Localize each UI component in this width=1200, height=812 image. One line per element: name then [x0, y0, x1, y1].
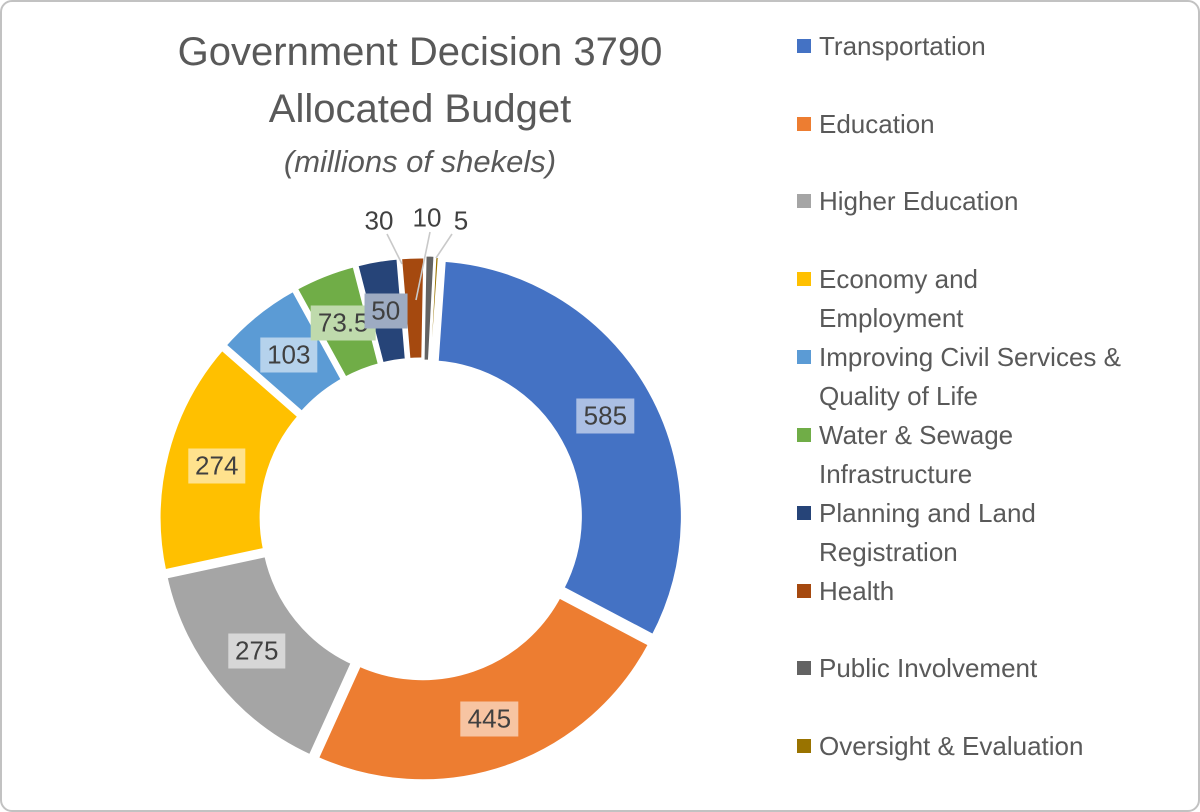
legend-swatch-higher-education-icon	[797, 194, 811, 208]
legend-swatch-improving-civil-services-quality-of-life-icon	[797, 349, 811, 364]
data-label-economy-and-employment: 274	[188, 448, 246, 484]
legend-label-higher-education: Higher Education	[819, 186, 1019, 216]
legend-item-oversight-evaluation: Oversight & Evaluation	[797, 727, 1192, 805]
data-label-oversight-evaluation: 5	[453, 205, 469, 236]
slice-transportation	[433, 256, 686, 641]
legend-item-water-sewage-infrastructure: Water & Sewage Infrastructure	[797, 416, 1192, 494]
legend-swatch-public-involvement-icon	[797, 661, 811, 675]
legend-label-improving-civil-services-quality-of-life: Improving Civil Services & Quality of Lif…	[819, 341, 1121, 411]
legend-label-transportation: Transportation	[819, 31, 986, 61]
data-label-planning-and-land-registration: 50	[364, 293, 408, 329]
data-label-improving-civil-services-quality-of-life: 103	[260, 337, 318, 373]
legend-item-education: Education	[797, 105, 1192, 183]
legend-item-improving-civil-services-quality-of-life: Improving Civil Services & Quality of Lif…	[797, 338, 1192, 416]
chart-title-block: Government Decision 3790 Allocated Budge…	[70, 24, 770, 179]
legend-swatch-planning-and-land-registration-icon	[797, 505, 811, 520]
legend-item-public-involvement: Public Involvement	[797, 649, 1192, 727]
legend-swatch-health-icon	[797, 583, 811, 598]
legend-swatch-water-sewage-infrastructure-icon	[797, 427, 811, 442]
data-label-transportation: 585	[576, 398, 635, 434]
data-label-higher-education: 275	[228, 633, 286, 669]
chart-title-line2: Allocated Budget	[268, 87, 572, 131]
legend-swatch-transportation-icon	[797, 39, 811, 53]
data-label-public-involvement: 10	[412, 202, 442, 233]
leader-line-health	[386, 233, 403, 265]
legend-label-oversight-evaluation: Oversight & Evaluation	[819, 730, 1084, 761]
legend-swatch-oversight-evaluation-icon	[797, 738, 811, 753]
leader-line-public-involvement	[415, 231, 431, 301]
legend-item-transportation: Transportation	[797, 27, 1192, 105]
legend-label-health: Health	[819, 575, 895, 606]
legend-label-planning-and-land-registration: Planning and Land Registration	[819, 497, 1036, 567]
legend-label-public-involvement: Public Involvement	[819, 653, 1038, 683]
legend-label-water-sewage-infrastructure: Water & Sewage Infrastructure	[819, 419, 1014, 489]
legend-label-education: Education	[819, 108, 935, 139]
legend-swatch-education-icon	[797, 116, 811, 131]
chart-subtitle: (millions of shekels)	[283, 144, 557, 179]
slice-education	[312, 592, 655, 785]
legend-item-higher-education: Higher Education	[797, 182, 1192, 260]
legend-item-economy-and-employment: Economy and Employment	[797, 260, 1192, 338]
legend-swatch-economy-and-employment-icon	[797, 271, 811, 286]
leader-line-oversight-evaluation	[435, 233, 453, 259]
legend-item-health: Health	[797, 572, 1192, 650]
chart-legend: Transportation Education Higher Education E…	[797, 27, 1192, 804]
legend-item-planning-and-land-registration: Planning and Land Registration	[797, 494, 1192, 572]
data-label-health: 30	[364, 205, 394, 236]
chart-title-line1: Government Decision 3790	[177, 30, 663, 74]
data-label-education: 445	[460, 701, 519, 737]
legend-label-economy-and-employment: Economy and Employment	[819, 263, 978, 333]
